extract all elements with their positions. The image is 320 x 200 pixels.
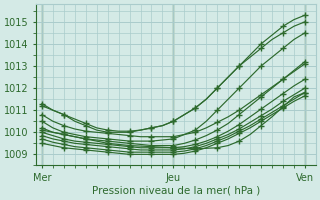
X-axis label: Pression niveau de la mer( hPa ): Pression niveau de la mer( hPa ) xyxy=(92,186,260,196)
